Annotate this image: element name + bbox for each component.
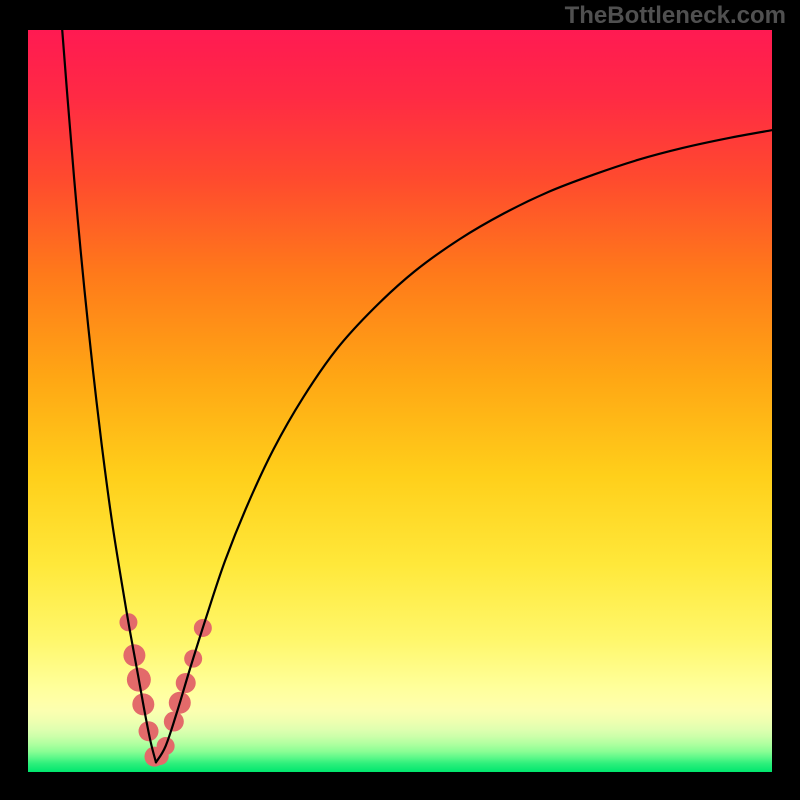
chart-stage: TheBottleneck.com — [0, 0, 800, 800]
curve-right — [156, 130, 772, 762]
attribution-label: TheBottleneck.com — [565, 2, 786, 30]
chart-overlay-svg — [28, 30, 772, 772]
plot-area — [28, 30, 772, 772]
